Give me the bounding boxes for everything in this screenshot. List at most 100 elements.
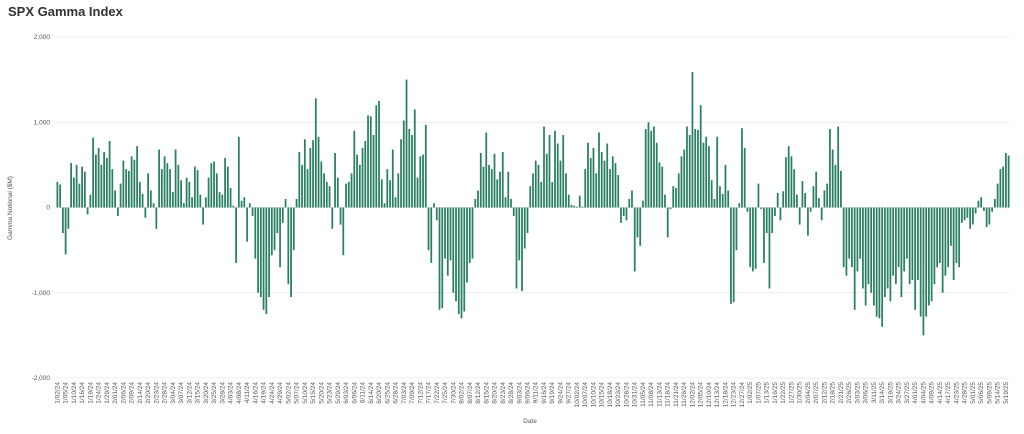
bar	[438, 207, 441, 310]
bar	[895, 207, 897, 285]
x-tick-label: 12/23/24	[731, 382, 738, 408]
bar	[130, 156, 133, 208]
bar	[207, 177, 210, 208]
bar	[177, 164, 180, 208]
bar	[213, 161, 215, 208]
bar	[540, 181, 543, 208]
bar	[765, 207, 768, 234]
x-tick-label: 12/10/24	[706, 382, 713, 408]
bar	[386, 169, 389, 208]
bar	[669, 207, 672, 210]
bar	[215, 173, 218, 208]
x-tick-label: 10/10/24	[590, 382, 597, 408]
bar	[92, 137, 94, 208]
bar	[202, 207, 204, 225]
bar	[1004, 152, 1007, 208]
x-tick-label: 11/05/24	[640, 382, 647, 407]
x-tick-label: 4/03/24	[228, 382, 235, 404]
x-tick-label: 6/14/24	[368, 382, 375, 404]
bar	[889, 207, 892, 302]
bar	[617, 175, 620, 208]
x-tick-label: 3/25/24	[211, 382, 218, 404]
bar	[314, 98, 317, 208]
bar	[471, 207, 474, 259]
x-tick-label: 1/16/25	[772, 382, 779, 404]
x-tick-label: 3/14/25	[879, 382, 886, 404]
bar	[644, 129, 647, 208]
bar	[210, 163, 213, 208]
bar	[853, 207, 856, 310]
bar	[193, 166, 196, 208]
bar	[655, 142, 658, 208]
bar	[944, 207, 947, 276]
bar	[501, 152, 504, 208]
bar	[845, 207, 848, 276]
bar	[290, 207, 292, 298]
bar	[716, 136, 719, 208]
bar	[980, 197, 983, 208]
bar	[419, 156, 422, 208]
bar	[743, 147, 746, 208]
x-tick-label: 3/27/25	[904, 382, 911, 404]
x-tick-label: 4/28/25	[962, 382, 969, 404]
bar	[334, 152, 336, 208]
bar	[793, 169, 796, 208]
x-axis-title: Date	[523, 418, 537, 425]
x-tick-label: 2/28/24	[162, 382, 169, 404]
bar	[273, 207, 276, 251]
bar	[235, 207, 237, 263]
bar	[639, 207, 642, 246]
bar	[251, 207, 254, 217]
bar	[70, 163, 73, 208]
bar	[196, 169, 199, 208]
y-tick-label: -1,000	[32, 290, 51, 297]
bar	[257, 207, 259, 293]
bar	[361, 147, 364, 208]
bar	[185, 177, 188, 208]
bar	[840, 170, 842, 208]
bar	[972, 207, 974, 225]
bar	[325, 181, 328, 208]
x-tick-label: 10/15/24	[599, 382, 606, 408]
bar	[312, 140, 314, 208]
bar	[928, 207, 930, 306]
bar	[826, 183, 829, 208]
x-tick-label: 7/25/24	[442, 382, 449, 404]
x-tick-label: 4/14/25	[937, 382, 944, 404]
bar	[688, 135, 691, 208]
x-tick-label: 2/06/24	[120, 382, 127, 404]
bar	[919, 207, 922, 317]
bar	[859, 207, 862, 259]
bar	[441, 207, 444, 309]
bar	[677, 173, 680, 208]
bar	[122, 160, 125, 208]
bar	[56, 181, 59, 208]
bar	[886, 207, 889, 289]
x-tick-label: 11/08/24	[648, 382, 655, 407]
bar	[947, 207, 950, 268]
bar	[94, 154, 97, 208]
bar	[570, 204, 573, 208]
bar	[345, 183, 347, 208]
x-tick-label: 5/06/25	[978, 382, 985, 404]
y-tick-label: 1,000	[34, 119, 51, 126]
x-tick-label: 1/24/24	[96, 382, 103, 404]
x-tick-label: 11/18/24	[665, 382, 672, 407]
bar	[776, 193, 779, 208]
x-tick-label: 1/13/25	[764, 382, 771, 404]
bar	[347, 181, 350, 208]
bar	[966, 207, 969, 218]
bar	[741, 128, 743, 208]
bar	[963, 207, 966, 221]
bar	[672, 186, 675, 208]
bar	[378, 100, 380, 208]
x-tick-label: 3/24/25	[896, 382, 903, 404]
bar	[738, 203, 741, 208]
bar	[240, 200, 243, 208]
x-tick-label: 9/03/24	[516, 382, 523, 404]
bar	[455, 207, 457, 302]
bar	[204, 197, 207, 208]
bar	[402, 120, 405, 208]
bar	[842, 207, 845, 268]
